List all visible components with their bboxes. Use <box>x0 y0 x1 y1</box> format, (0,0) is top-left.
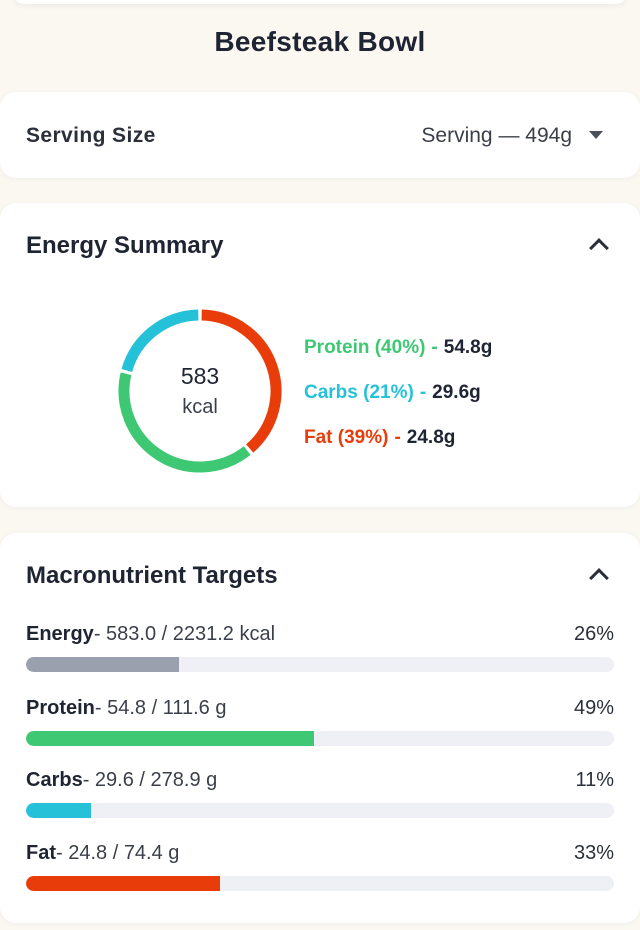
macro-targets-card <box>0 533 640 923</box>
previous-card-edge <box>12 0 628 4</box>
legend-dash: - <box>431 337 438 358</box>
energy-summary-card <box>0 203 640 507</box>
macro-name: Fat <box>26 842 56 864</box>
progress-track <box>26 803 614 818</box>
macro-row-fat: Fat- 24.8 / 74.4 g 33% <box>26 842 614 891</box>
macro-row-label: Fat- 24.8 / 74.4 g <box>26 842 614 865</box>
serving-size-label: Serving Size <box>26 124 156 147</box>
donut-center-label: 583 kcal <box>114 362 286 424</box>
legend-protein-label: Protein (40%) <box>304 337 426 358</box>
kcal-unit: kcal <box>182 396 218 418</box>
legend-fat-label: Fat (39%) <box>304 427 389 448</box>
progress-fill <box>26 731 315 746</box>
legend-dash: - <box>394 427 401 448</box>
macro-name: Energy <box>26 623 94 645</box>
donut-segment-fat <box>201 309 282 453</box>
legend-carbs-grams: 29.6g <box>432 382 481 403</box>
donut-svg <box>118 309 282 473</box>
progress-fill <box>26 657 179 672</box>
macro-name: Carbs <box>26 769 83 791</box>
legend-carbs-label: Carbs (21%) <box>304 382 414 403</box>
energy-donut-chart <box>114 305 286 477</box>
kcal-value: 583 <box>180 363 220 389</box>
macro-targets-title: Macronutrient Targets <box>26 562 278 589</box>
progress-fill <box>26 803 91 818</box>
macro-row-protein: Protein- 54.8 / 111.6 g 49% <box>26 697 614 746</box>
macro-row-energy: Energy- 583.0 / 2231.2 kcal 26% <box>26 623 614 672</box>
legend-carbs: Carbs (21%) -29.6g <box>304 382 481 404</box>
macro-percent: 33% <box>573 842 614 864</box>
progress-track <box>26 657 614 672</box>
legend-protein-grams: 54.8g <box>443 337 493 358</box>
macro-percent: 26% <box>573 623 614 645</box>
macro-row-label: Carbs- 29.6 / 278.9 g <box>26 769 614 792</box>
legend-protein: Protein (40%) -54.8g <box>304 337 492 359</box>
macro-name: Protein <box>26 697 95 719</box>
macro-amount: - 54.8 / 111.6 g <box>94 697 227 719</box>
macro-row-label: Protein- 54.8 / 111.6 g <box>26 697 614 720</box>
donut-segment-protein <box>118 372 251 473</box>
serving-size-value[interactable]: Serving — 494g <box>421 124 572 147</box>
page-title: Beefsteak Bowl <box>214 26 426 57</box>
progress-fill <box>26 876 221 891</box>
macro-amount: - 29.6 / 278.9 g <box>82 769 218 791</box>
progress-track <box>26 876 614 891</box>
chevron-down-icon[interactable] <box>589 131 603 139</box>
macro-amount: - 24.8 / 74.4 g <box>56 842 180 864</box>
progress-track <box>26 731 614 746</box>
donut-segment-carbs <box>121 309 199 373</box>
macro-row-label: Energy- 583.0 / 2231.2 kcal <box>26 623 614 646</box>
macro-percent: 11% <box>575 769 614 791</box>
serving-size-card[interactable]: Serving Size Serving — 494g <box>0 92 640 178</box>
macro-row-carbs: Carbs- 29.6 / 278.9 g 11% <box>26 769 614 818</box>
energy-summary-title: Energy Summary <box>26 232 224 259</box>
legend-dash: - <box>419 382 427 403</box>
macro-percent: 49% <box>573 697 614 719</box>
macro-amount: - 583.0 / 2231.2 kcal <box>93 623 276 645</box>
legend-fat-grams: 24.8g <box>406 427 456 448</box>
legend-fat: Fat (39%) -24.8g <box>304 427 455 449</box>
